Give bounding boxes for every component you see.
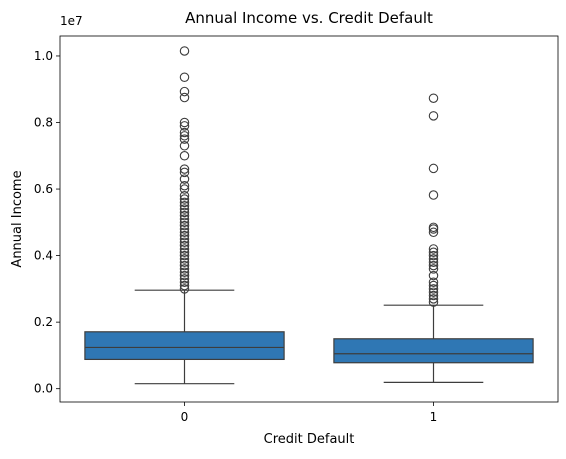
- outlier-point: [179, 134, 190, 144]
- chart-title: Annual Income vs. Credit Default: [185, 9, 433, 27]
- outlier-point: [179, 204, 190, 214]
- outlier-point: [179, 200, 190, 211]
- box-group-1: [333, 93, 534, 383]
- outlier-point: [179, 237, 190, 248]
- outlier-point: [179, 210, 190, 221]
- outlier-point: [179, 214, 190, 224]
- outlier-point: [428, 111, 439, 121]
- outlier-point: [179, 224, 190, 234]
- outlier-point: [179, 151, 190, 161]
- outlier-point: [179, 141, 190, 151]
- outlier-point: [428, 264, 439, 274]
- outlier-point: [179, 270, 190, 281]
- outlier-point: [179, 194, 190, 204]
- outlier-point: [179, 46, 190, 56]
- outlier-point: [179, 247, 190, 258]
- outlier-point: [179, 127, 190, 138]
- outlier-point: [428, 190, 439, 200]
- y-tick-label: 0.2: [34, 315, 53, 329]
- outlier-point: [428, 297, 439, 307]
- outlier-point: [179, 267, 190, 277]
- y-tick-label: 0.0: [34, 382, 53, 396]
- outlier-point: [179, 220, 190, 231]
- y-tick-label: 0.6: [34, 182, 53, 196]
- iqr-box: [84, 331, 285, 361]
- outlier-point: [179, 244, 190, 254]
- x-axis-label: Credit Default: [264, 432, 355, 447]
- outlier-point: [179, 234, 190, 244]
- outlier-point: [428, 250, 439, 261]
- outlier-point: [179, 117, 190, 128]
- outlier-point: [428, 247, 439, 258]
- outlier-point: [428, 277, 439, 287]
- outlier-point: [428, 284, 439, 294]
- outlier-point: [179, 250, 190, 261]
- outlier-point: [179, 274, 190, 284]
- outlier-point: [179, 92, 190, 103]
- outlier-point: [179, 121, 190, 131]
- outlier-point: [179, 227, 190, 238]
- outlier-point: [179, 131, 190, 141]
- outlier-point: [428, 257, 439, 268]
- y-axis: 0.0 0.2 0.4 0.6 0.8 1.0: [34, 49, 60, 396]
- outlier-point: [428, 163, 439, 174]
- outlier-point: [179, 217, 190, 228]
- outlier-point: [428, 244, 439, 254]
- x-tick-label: 1: [430, 410, 438, 424]
- outlier-point: [179, 207, 190, 218]
- outlier-point: [179, 284, 190, 294]
- outlier-point: [428, 93, 439, 103]
- boxes: [84, 46, 534, 385]
- outlier-point: [179, 264, 190, 274]
- outlier-point: [428, 290, 439, 301]
- outlier-point: [179, 184, 190, 194]
- outlier-point: [179, 240, 190, 251]
- outlier-point: [179, 174, 190, 184]
- outlier-point: [179, 86, 190, 97]
- outlier-point: [179, 280, 190, 291]
- outlier-point: [428, 224, 439, 234]
- outlier-point: [179, 254, 190, 264]
- outlier-point: [179, 190, 190, 201]
- outlier-point: [179, 197, 190, 208]
- outlier-point: [428, 294, 439, 304]
- outlier-point: [179, 180, 190, 191]
- outlier-point: [428, 287, 439, 297]
- y-tick-label: 0.4: [34, 249, 53, 263]
- outlier-point: [179, 164, 190, 174]
- y-tick-label: 0.8: [34, 116, 53, 130]
- y-axis-label: Annual Income: [10, 170, 25, 267]
- outlier-point: [428, 260, 439, 271]
- outlier-point: [179, 72, 190, 83]
- outlier-point: [179, 277, 190, 287]
- outlier-point: [179, 260, 190, 271]
- outlier-point: [428, 280, 439, 291]
- outlier-point: [179, 167, 190, 178]
- x-tick-label: 0: [181, 410, 189, 424]
- y-scale-label: 1e7: [60, 14, 83, 28]
- box-group-0: [84, 46, 285, 385]
- iqr-box: [333, 338, 534, 364]
- outlier-point: [179, 230, 190, 241]
- outlier-point: [179, 257, 190, 268]
- y-tick-label: 1.0: [34, 49, 53, 63]
- outlier-point: [428, 254, 439, 264]
- outlier-point: [428, 270, 439, 281]
- outlier-point: [428, 227, 439, 238]
